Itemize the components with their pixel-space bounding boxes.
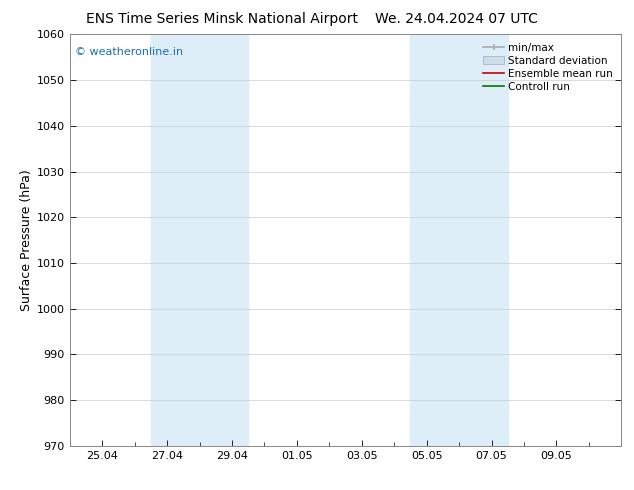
Bar (151, 34, 248, 446)
Text: ENS Time Series Minsk National Airport: ENS Time Series Minsk National Airport (86, 12, 358, 26)
Legend: min/max, Standard deviation, Ensemble mean run, Controll run: min/max, Standard deviation, Ensemble me… (480, 40, 616, 95)
Text: We. 24.04.2024 07 UTC: We. 24.04.2024 07 UTC (375, 12, 538, 26)
Text: © weatheronline.in: © weatheronline.in (75, 47, 183, 57)
Bar (410, 34, 508, 446)
Y-axis label: Surface Pressure (hPa): Surface Pressure (hPa) (20, 169, 32, 311)
